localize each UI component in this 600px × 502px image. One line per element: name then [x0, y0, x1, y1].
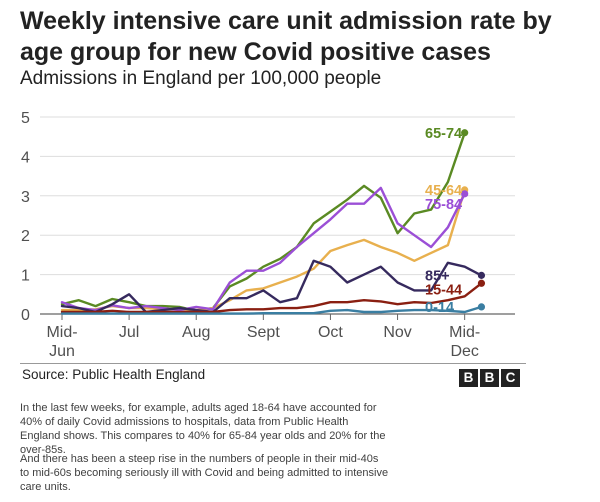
line-chart: 0 1 2 3 4 5 Mid- Jun Jul Aug Sept Oct Nov Mid- Dec 65-7…: [21, 110, 515, 360]
article-paragraph: And there has been a steep rise in the n…: [20, 453, 389, 493]
x-tick-label: Sept: [247, 324, 280, 341]
series-end-marker-65-74: [461, 129, 469, 137]
series-line-85+: [60, 259, 483, 314]
series-label-85+: 85+: [425, 268, 450, 284]
bbc-logo-block: B: [480, 369, 499, 387]
y-tick-label: 4: [21, 149, 30, 166]
x-tick-label: Mid-: [449, 324, 480, 341]
y-tick-label: 3: [21, 189, 30, 206]
x-tick-label: Nov: [383, 324, 411, 341]
bbc-logo: B B C: [459, 369, 520, 387]
y-tick-label: 2: [21, 228, 30, 245]
series-end-marker-0-14: [477, 303, 486, 311]
y-tick-label: 5: [21, 110, 30, 127]
series-label-65-74: 65-74: [425, 126, 462, 142]
x-tick-label: Jul: [119, 324, 139, 341]
series-label-45-64: 45-64: [425, 183, 462, 199]
x-tick-label: Jun: [49, 343, 75, 360]
chart-subtitle: Admissions in England per 100,000 people: [20, 68, 382, 89]
series-label-0-14: 0-14: [425, 300, 454, 316]
x-tick-label: Mid-: [46, 324, 77, 341]
series-line-75-84: [60, 186, 466, 312]
series-label-15-44: 15-44: [425, 282, 462, 298]
source-note: Source: Public Health England: [22, 367, 206, 382]
footer-divider: [20, 363, 526, 364]
series-label-75-84: 75-84: [425, 197, 462, 213]
x-tick-label: Dec: [450, 343, 478, 360]
article-paragraph: In the last few weeks, for example, adul…: [20, 402, 386, 456]
series-end-marker-85+: [477, 271, 486, 279]
series-line-0-14: [60, 305, 483, 315]
series-line-45-64: [60, 188, 466, 312]
series-end-marker-15-44: [477, 279, 486, 287]
x-tick-label: Oct: [318, 324, 343, 341]
x-tick-label: Aug: [182, 324, 210, 341]
y-tick-label: 1: [21, 268, 30, 285]
bbc-logo-block: B: [459, 369, 478, 387]
bbc-logo-block: C: [501, 369, 520, 387]
series-line-15-44: [60, 282, 483, 314]
series-end-marker-75-84: [461, 190, 469, 198]
chart-title: Weekly intensive care unit admission rat…: [20, 7, 552, 66]
y-tick-label: 0: [21, 307, 30, 324]
series-line-65-74: [60, 131, 466, 312]
